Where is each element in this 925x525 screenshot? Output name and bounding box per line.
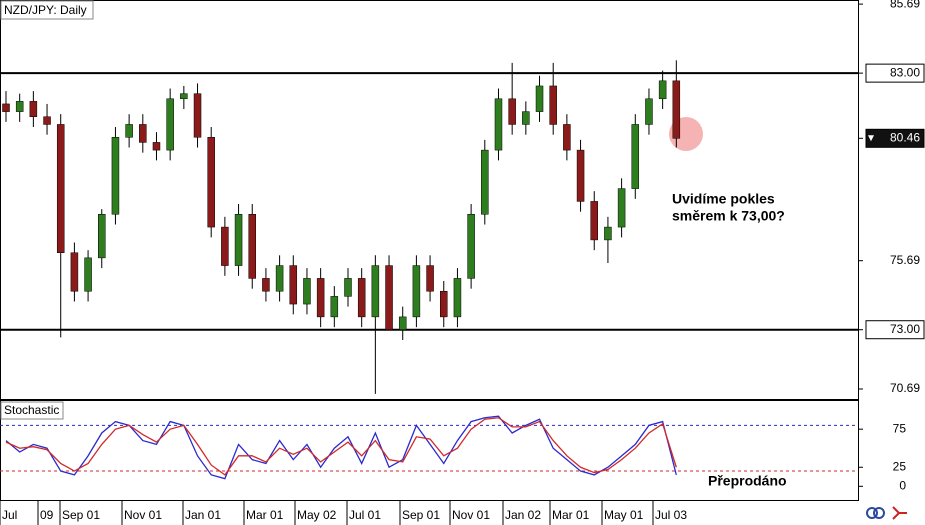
candle-body [2, 103, 10, 112]
candle-body [412, 265, 421, 318]
candle-body [289, 265, 298, 305]
candle-body [29, 101, 38, 117]
candle-body [604, 226, 612, 241]
candle-body [303, 278, 311, 305]
chart-title: NZD/JPY: Daily [4, 3, 87, 17]
candle-body [43, 116, 51, 125]
candle-body [98, 214, 106, 259]
stoch-line [5, 415, 677, 480]
x-tick-label: Jul [2, 508, 17, 522]
candle-body [522, 111, 530, 125]
candle-body [453, 278, 462, 318]
candle-body [221, 226, 229, 266]
price-box [865, 128, 925, 148]
candle-body [467, 214, 475, 279]
candle-body [111, 137, 120, 215]
candle-body [152, 142, 161, 151]
x-tick-label: Mar 01 [246, 508, 284, 522]
y-tick-label: 25 [893, 459, 907, 473]
title-box [0, 0, 94, 20]
candle-body [563, 124, 571, 151]
stoch-frame [0, 400, 859, 501]
candle-body [70, 252, 79, 292]
candle-body [617, 188, 626, 228]
price-box [865, 63, 925, 83]
candle-body [344, 278, 352, 297]
candle-body [357, 278, 366, 318]
y-tick-label: 75.69 [890, 253, 920, 267]
price-box [865, 320, 925, 340]
candle-body [631, 124, 640, 189]
toolbar-icons[interactable] [866, 506, 907, 520]
candle-body [262, 278, 270, 292]
candle-body [125, 124, 133, 138]
y-tick-label: 0 [899, 478, 906, 492]
y-tick-label: 80.46 [890, 130, 920, 144]
x-tick-label: Nov 01 [452, 508, 490, 522]
annotation: Uvidíme pokles [672, 191, 775, 207]
candle-body [645, 98, 653, 125]
candle-body [275, 265, 284, 292]
candle-body [316, 278, 325, 318]
candle-body [508, 98, 516, 125]
candle-body [385, 265, 393, 330]
annotation: směrem k 73,00? [672, 208, 785, 224]
y-tick-label: 70.69 [890, 381, 920, 395]
price-frame [0, 0, 859, 400]
candle-body [398, 316, 407, 330]
x-tick-label: Nov 01 [124, 508, 162, 522]
candle-body [139, 124, 147, 143]
x-tick-label: Sep 01 [62, 508, 100, 522]
x-tick-label: Jul 03 [655, 508, 687, 522]
x-tick-label: Jan 02 [505, 508, 541, 522]
stoch-title: Stochastic [4, 403, 59, 417]
candle-body [330, 296, 339, 318]
x-tick-label: Jul 01 [349, 508, 381, 522]
candle-body [234, 214, 243, 266]
price-marker [868, 135, 874, 142]
annotation: Přeprodáno [708, 473, 787, 489]
stoch-line [5, 417, 677, 476]
x-tick-label: Sep 01 [402, 508, 440, 522]
candle-body [193, 93, 202, 138]
candle-body [440, 290, 448, 318]
y-tick-label: 85.69 [890, 0, 920, 10]
candle-body [166, 98, 174, 151]
candle-body [494, 98, 503, 151]
candle-body [658, 80, 667, 100]
candle-body [180, 93, 188, 100]
candle-body [481, 149, 489, 215]
candle-body [549, 85, 557, 125]
candle-body [576, 149, 585, 202]
candle-body [426, 265, 434, 292]
x-tick-label: Jan 01 [185, 508, 221, 522]
candle-body [672, 80, 681, 139]
candle-body [15, 101, 24, 112]
x-tick-label: Mar 01 [552, 508, 590, 522]
candle-body [248, 214, 256, 279]
y-tick-label: 73.00 [890, 322, 920, 336]
x-tick-label: May 01 [604, 508, 644, 522]
y-tick-label: 83.00 [890, 65, 920, 79]
candle-body [56, 124, 65, 253]
x-tick-label: 09 [40, 508, 54, 522]
candle-body [84, 257, 92, 292]
y-tick-label: 75 [893, 421, 907, 435]
candle-body [535, 85, 544, 112]
title-box [0, 401, 64, 420]
x-tick-label: May 02 [297, 508, 337, 522]
candle-body [207, 137, 215, 228]
candle-body [371, 265, 380, 318]
candle-body [590, 201, 598, 241]
